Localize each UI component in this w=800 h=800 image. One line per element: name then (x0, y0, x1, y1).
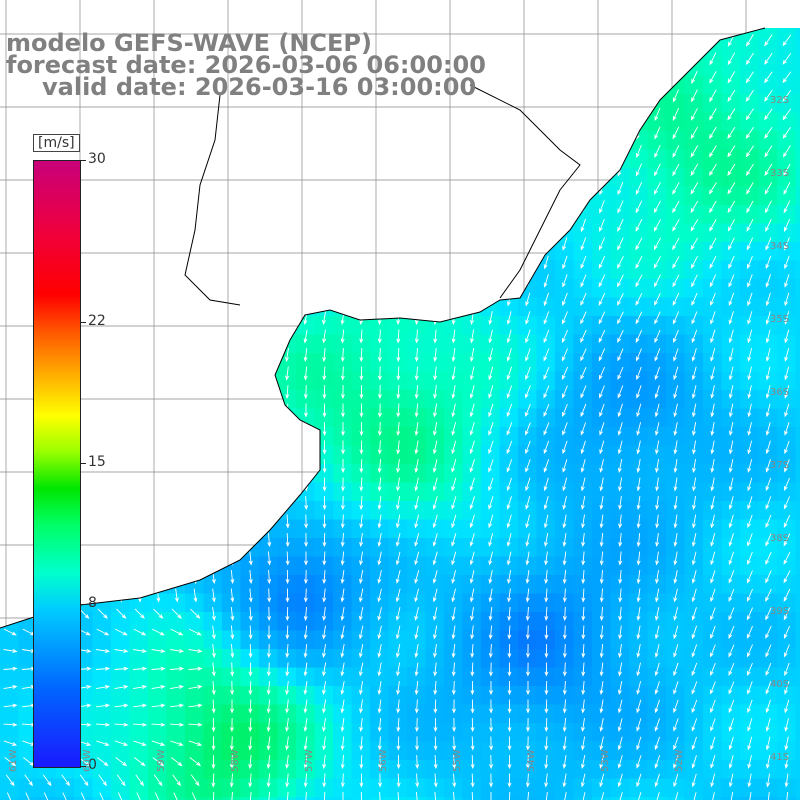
colorbar-tick-label: 30 (88, 151, 106, 167)
longitude-label: 52W (674, 749, 685, 772)
country-border (469, 84, 581, 299)
longitude-label: 58W (230, 749, 241, 772)
latitude-label: 39S (770, 606, 790, 617)
latitude-label: 38S (770, 533, 790, 544)
colorbar-tick-label: 15 (88, 454, 106, 470)
river-border (184, 94, 241, 306)
longitude-label: 53W (600, 749, 611, 772)
wind-speed-field (0, 28, 800, 800)
colorbar (33, 160, 81, 768)
colorbar-tick-label: 0 (88, 757, 97, 773)
colorbar-tick (80, 321, 86, 323)
colorbar-tick (80, 766, 86, 767)
forecast-date: forecast date: 2026-03-06 06:00:00 (6, 51, 486, 79)
colorbar-unit: [m/s] (33, 134, 80, 152)
colorbar-tick (80, 604, 86, 606)
latitude-label: 32S (770, 95, 790, 106)
colorbar-tick-label: 8 (88, 595, 97, 612)
longitude-label: 60W (82, 749, 93, 772)
latitude-label: 41S (770, 752, 790, 763)
latitude-label: 36S (770, 387, 790, 398)
coastline (0, 27, 766, 629)
colorbar-tick-label: 22 (88, 312, 106, 329)
colorbar-tick (80, 160, 86, 161)
longitude-label: 57W (304, 749, 315, 772)
latitude-label: 40S (770, 679, 790, 690)
latitude-label: 34S (770, 241, 790, 252)
latitude-label: 37S (770, 460, 790, 471)
longitude-label: 59W (156, 749, 167, 772)
latitude-label: 33S (770, 168, 790, 179)
longitude-label: 56W (378, 749, 389, 772)
longitude-label: 54W (526, 749, 537, 772)
model-title: modelo GEFS-WAVE (NCEP) (6, 29, 372, 57)
longitude-label: 55W (452, 749, 463, 772)
valid-date: valid date: 2026-03-16 03:00:00 (42, 73, 477, 101)
latitude-label: 35S (770, 314, 790, 325)
colorbar-tick (80, 463, 86, 464)
longitude-label: 61W (8, 749, 19, 772)
